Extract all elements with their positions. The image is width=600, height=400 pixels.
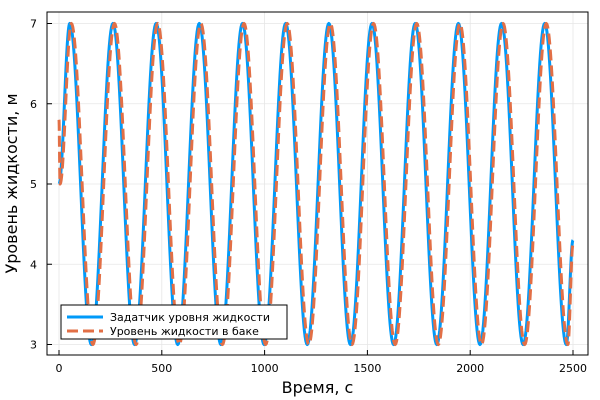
x-tick-label-1000: 1000 [251,362,279,375]
y-tick-label-5: 5 [30,178,37,191]
x-tick-label-2500: 2500 [559,362,587,375]
series-line-1 [57,22,575,346]
y-tick-label-7: 7 [30,18,37,31]
x-tick-label-1500: 1500 [353,362,381,375]
x-tick-label-500: 500 [151,362,172,375]
legend-label-0: Задатчик уровня жидкости [110,311,270,324]
legend-box [60,304,288,340]
x-axis-label: Время, с [282,378,354,397]
x-tick-label-0: 0 [56,362,63,375]
y-tick-label-4: 4 [30,258,37,271]
x-tick-label-2000: 2000 [456,362,484,375]
legend-label-1: Уровень жидкости в баке [110,325,259,338]
tick-labels: 0 500 1000 1500 2000 2500 3 4 5 6 7 [30,18,587,376]
y-tick-label-3: 3 [30,339,37,352]
y-axis-label: Уровень жидкости, м [2,93,21,273]
y-tick-label-6: 6 [30,98,37,111]
